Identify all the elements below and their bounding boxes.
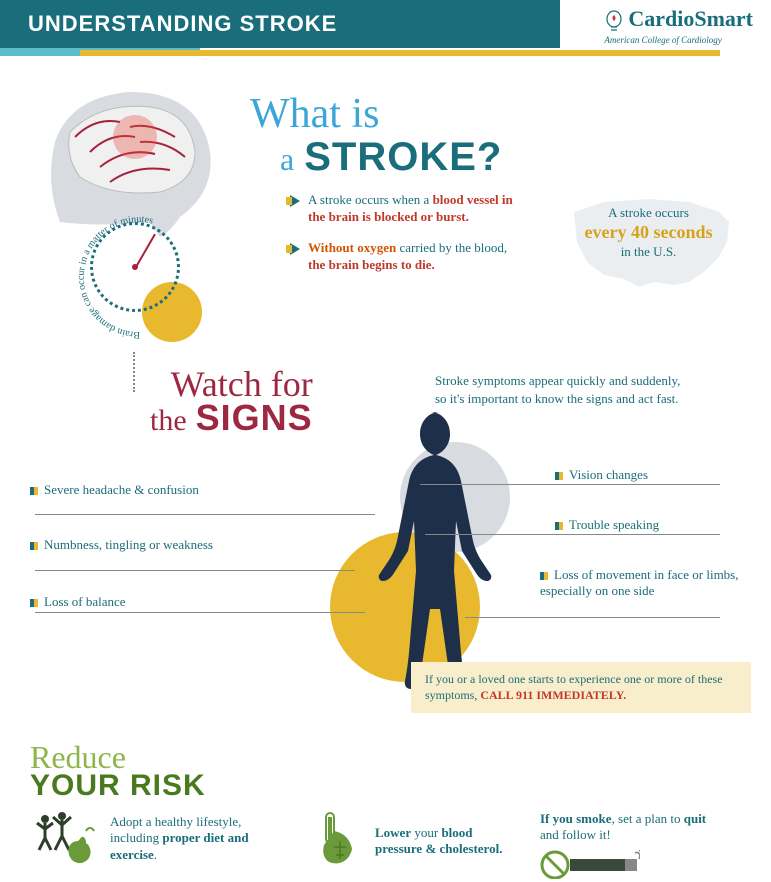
- alert-box: If you or a loved one starts to experien…: [411, 662, 751, 713]
- marker-icon: [555, 522, 563, 530]
- tip-item: Adopt a healthy lifestyle, including pro…: [30, 811, 290, 866]
- tips-row: Adopt a healthy lifestyle, including pro…: [30, 811, 741, 880]
- human-silhouette-icon: [365, 412, 495, 702]
- connector-line: [35, 612, 365, 613]
- brand-name: CardioSmart: [628, 6, 753, 31]
- header: UNDERSTANDING STROKE CardioSmart America…: [0, 0, 771, 62]
- section2-intro: Stroke symptoms appear quickly and sudde…: [435, 372, 695, 407]
- marker-icon: [30, 599, 38, 607]
- section2-title: Watch for the SIGNS: [150, 367, 313, 436]
- bullet-item: Without oxygen carried by the blood, the…: [290, 240, 520, 274]
- sign-left: Numbness, tingling or weakness: [30, 537, 230, 553]
- sign-right: Loss of movement in face or limbs, espec…: [540, 567, 750, 599]
- section-reduce-risk: Reduce YOUR RISK Adopt a healthy lifesty…: [0, 732, 771, 882]
- connector-line: [425, 534, 720, 535]
- body-graphic: [330, 412, 520, 702]
- bp-cuff-icon: [320, 811, 365, 871]
- infographic-container: UNDERSTANDING STROKE CardioSmart America…: [0, 0, 771, 882]
- marker-icon: [30, 542, 38, 550]
- arrow-icon: [290, 195, 300, 207]
- section3-title: Reduce YOUR RISK: [30, 742, 741, 801]
- clock-face: [90, 222, 180, 312]
- bullet-item: A stroke occurs when a blood vessel in t…: [290, 192, 520, 226]
- accent-bar-gold: [80, 50, 720, 56]
- marker-icon: [540, 572, 548, 580]
- sign-right: Vision changes: [555, 467, 765, 483]
- sign-right: Trouble speaking: [555, 517, 765, 533]
- clock-graphic: Brain damage can occur in a matter of mi…: [70, 212, 210, 352]
- tip-item: Lower your blood pressure & cholesterol.: [320, 811, 510, 871]
- connector-line: [465, 617, 720, 618]
- header-bar: UNDERSTANDING STROKE: [0, 0, 560, 48]
- tip-item: If you smoke, set a plan to quit and fol…: [540, 811, 720, 880]
- section-what-is-stroke: Brain damage can occur in a matter of mi…: [0, 62, 771, 372]
- marker-icon: [555, 472, 563, 480]
- us-stat-text: A stroke occurs every 40 seconds in the …: [556, 205, 741, 260]
- sign-left: Loss of balance: [30, 594, 230, 610]
- page-title: UNDERSTANDING STROKE: [28, 11, 337, 37]
- marker-icon: [30, 487, 38, 495]
- brand-block: CardioSmart American College of Cardiolo…: [604, 6, 753, 45]
- connector-line: [35, 514, 375, 515]
- brand-tagline: American College of Cardiology: [604, 35, 753, 45]
- arrow-icon: [290, 243, 300, 255]
- connector-line: [420, 484, 720, 485]
- sign-left: Severe headache & confusion: [30, 482, 230, 498]
- section1-title: What is a STROKE?: [250, 92, 502, 178]
- section1-bullets: A stroke occurs when a blood vessel in t…: [290, 192, 520, 288]
- us-stat: A stroke occurs every 40 seconds in the …: [556, 187, 741, 302]
- bulb-icon: [604, 9, 624, 35]
- connector-line: [35, 570, 355, 571]
- section-watch-signs: Watch for the SIGNS Stroke symptoms appe…: [0, 372, 771, 732]
- exercise-icon: [30, 811, 100, 866]
- no-smoking-icon: [540, 849, 640, 879]
